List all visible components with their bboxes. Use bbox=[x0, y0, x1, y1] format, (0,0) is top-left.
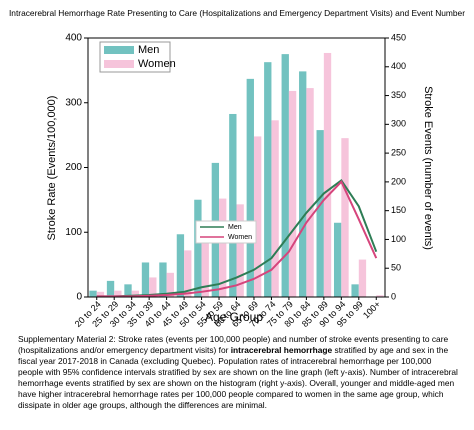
bar bbox=[341, 138, 349, 297]
legend-swatch bbox=[104, 46, 134, 54]
bar bbox=[351, 284, 359, 297]
bar bbox=[288, 90, 297, 297]
legend-label: Women bbox=[138, 58, 176, 70]
caption-text: Supplementary Material 2: Stroke rates (… bbox=[18, 334, 449, 355]
y-tick-label: 400 bbox=[65, 33, 82, 44]
bar bbox=[141, 262, 150, 297]
bar bbox=[376, 295, 384, 297]
bar bbox=[166, 272, 174, 297]
bar bbox=[271, 120, 279, 297]
y2-tick-label: 50 bbox=[391, 263, 401, 273]
legend-swatch bbox=[104, 60, 134, 68]
bar bbox=[358, 259, 367, 297]
bar bbox=[96, 291, 105, 297]
bar bbox=[264, 62, 272, 297]
y-axis-label: Stroke Rate (Events/100,000) bbox=[46, 96, 58, 241]
bar bbox=[131, 290, 140, 297]
bar bbox=[236, 204, 244, 297]
y2-axis-label: Stroke Events (number of events) bbox=[422, 86, 434, 250]
y-tick-label: 200 bbox=[65, 162, 82, 173]
bar bbox=[253, 136, 262, 297]
x-tick-label: 100+ bbox=[361, 299, 382, 320]
bar bbox=[333, 222, 342, 297]
y2-tick-label: 250 bbox=[391, 147, 406, 157]
bar bbox=[149, 277, 157, 297]
bar bbox=[229, 113, 237, 298]
legend-label: Women bbox=[228, 234, 252, 241]
bar bbox=[194, 199, 202, 297]
y-tick-label: 100 bbox=[65, 227, 82, 238]
bar bbox=[106, 280, 115, 297]
caption: Supplementary Material 2: Stroke rates (… bbox=[18, 334, 458, 411]
x-axis-label: Age Group bbox=[205, 310, 263, 324]
y2-tick-label: 400 bbox=[391, 61, 406, 71]
y2-tick-label: 200 bbox=[391, 176, 406, 186]
bar bbox=[281, 54, 289, 297]
bar bbox=[124, 284, 132, 297]
chart: Intracerebral Hemorrhage Rate Presenting… bbox=[9, 8, 465, 329]
legend-label: Men bbox=[228, 224, 242, 231]
bar bbox=[114, 290, 122, 297]
chart-title: Intracerebral Hemorrhage Rate Presenting… bbox=[9, 8, 465, 18]
bar bbox=[219, 198, 227, 297]
y2-tick-label: 450 bbox=[391, 32, 406, 42]
bar bbox=[246, 78, 254, 297]
y-tick-label: 0 bbox=[76, 292, 82, 303]
bar bbox=[306, 88, 314, 297]
y2-tick-label: 0 bbox=[391, 291, 396, 301]
line bbox=[96, 180, 378, 298]
bar bbox=[184, 250, 192, 297]
bar bbox=[201, 224, 209, 297]
bar bbox=[299, 71, 307, 297]
caption-bold: intracerebral hemorrhage bbox=[230, 345, 333, 355]
y2-tick-label: 150 bbox=[391, 205, 406, 215]
y2-tick-label: 350 bbox=[391, 90, 406, 100]
y2-tick-label: 300 bbox=[391, 119, 406, 129]
bar bbox=[323, 52, 332, 297]
y2-tick-label: 100 bbox=[391, 234, 406, 244]
bar bbox=[89, 290, 97, 297]
bar bbox=[316, 130, 324, 297]
legend-label: Men bbox=[138, 44, 159, 56]
caption-text: stratified by age and sex in the fiscal … bbox=[18, 345, 458, 410]
bar bbox=[159, 262, 167, 297]
bar bbox=[176, 234, 185, 297]
y-tick-label: 300 bbox=[65, 97, 82, 108]
